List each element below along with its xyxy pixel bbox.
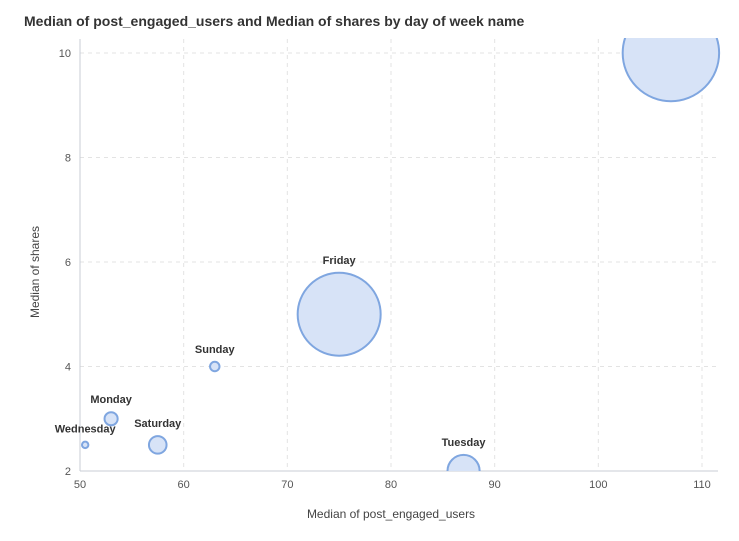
bubble-layer bbox=[80, 5, 721, 487]
bubble-tuesday[interactable] bbox=[446, 453, 481, 487]
x-tick-label: 50 bbox=[74, 479, 86, 491]
point-label-wednesday: Wednesday bbox=[55, 424, 117, 436]
point-label-tuesday: Tuesday bbox=[442, 437, 487, 449]
x-axis-title: Median of post_engaged_users bbox=[307, 507, 475, 521]
bubble-saturday[interactable] bbox=[147, 435, 168, 455]
x-tick-label: 70 bbox=[281, 479, 293, 491]
axis-layer: 50 60 70 80 90 100 110 2 4 6 8 10 bbox=[59, 39, 718, 491]
x-tick-label: 60 bbox=[178, 479, 190, 491]
point-label-friday: Friday bbox=[323, 255, 357, 267]
grid-layer bbox=[80, 39, 718, 471]
bubble-sunday[interactable] bbox=[209, 360, 221, 373]
point-label-monday: Monday bbox=[90, 394, 132, 406]
x-tick-label: 110 bbox=[693, 479, 711, 491]
y-tick-label: 2 bbox=[65, 466, 71, 478]
y-tick-label: 4 bbox=[65, 362, 71, 374]
y-axis-title: Median of shares bbox=[28, 226, 42, 318]
x-tick-label: 100 bbox=[589, 479, 607, 491]
y-tick-label: 8 bbox=[65, 153, 71, 165]
x-tick-label: 80 bbox=[385, 479, 397, 491]
chart-title: Median of post_engaged_users and Median … bbox=[24, 13, 525, 29]
bubble-monday[interactable] bbox=[103, 411, 119, 427]
y-tick-label: 10 bbox=[59, 48, 71, 60]
bubble-wednesday[interactable] bbox=[80, 440, 90, 450]
point-label-sunday: Sunday bbox=[195, 344, 236, 356]
x-tick-label: 90 bbox=[489, 479, 501, 491]
bubble-unlabeled[interactable] bbox=[621, 5, 721, 103]
y-tick-label: 6 bbox=[65, 257, 71, 269]
point-label-saturday: Saturday bbox=[134, 418, 182, 430]
bubble-friday[interactable] bbox=[296, 271, 382, 357]
